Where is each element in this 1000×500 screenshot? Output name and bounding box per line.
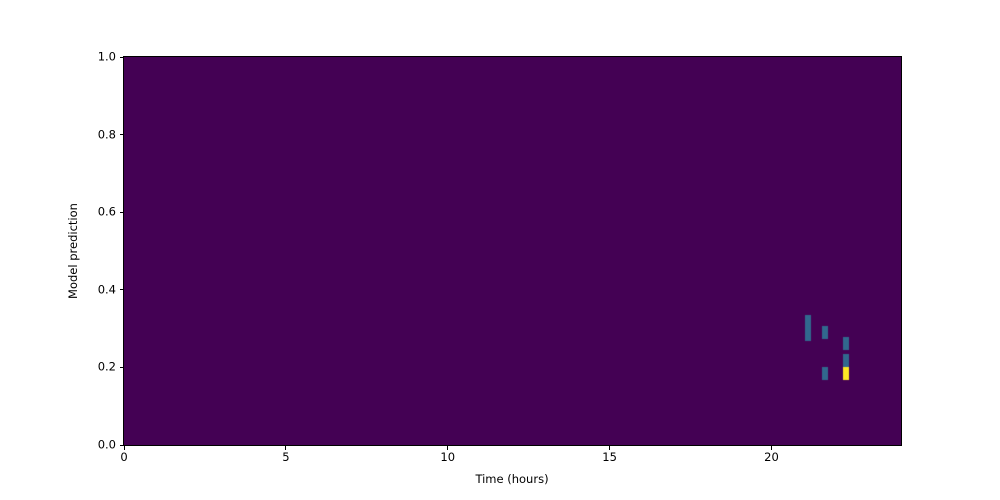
axis-spine-left <box>123 57 124 446</box>
heatmap-cells <box>124 57 901 445</box>
y-tick-label: 0.6 <box>97 204 116 219</box>
x-axis-label: Time (hours) <box>475 472 549 486</box>
x-tick-mark <box>771 446 772 450</box>
x-tick-mark <box>609 446 611 450</box>
y-tick-mark <box>120 366 124 368</box>
y-tick-mark <box>120 56 124 58</box>
x-tick-mark <box>123 446 125 450</box>
x-tick-mark <box>447 446 449 450</box>
y-tick-mark <box>120 444 124 446</box>
axis-spine-top <box>123 56 902 57</box>
y-tick-mark <box>120 211 124 213</box>
x-tick-label: 15 <box>602 450 617 464</box>
x-tick-mark <box>285 446 287 450</box>
x-tick-label: 0 <box>120 450 128 464</box>
y-tick-label: 0.8 <box>97 126 116 141</box>
x-tick-label: 10 <box>440 450 456 464</box>
heatmap-plot-area[interactable] <box>124 57 901 445</box>
y-tick-mark <box>120 134 124 136</box>
y-tick-mark <box>120 289 124 291</box>
y-tick-label: 0.4 <box>97 282 116 297</box>
axis-spine-right <box>901 57 902 446</box>
y-tick-label: 0.2 <box>97 359 116 374</box>
x-tick-label: 20 <box>764 450 779 464</box>
y-tick-label: 1.0 <box>97 49 116 64</box>
axis-spine-bottom <box>123 445 902 446</box>
y-tick-label: 0.0 <box>97 437 116 452</box>
y-axis-label: Model prediction <box>66 203 80 299</box>
x-tick-label: 5 <box>282 450 290 464</box>
